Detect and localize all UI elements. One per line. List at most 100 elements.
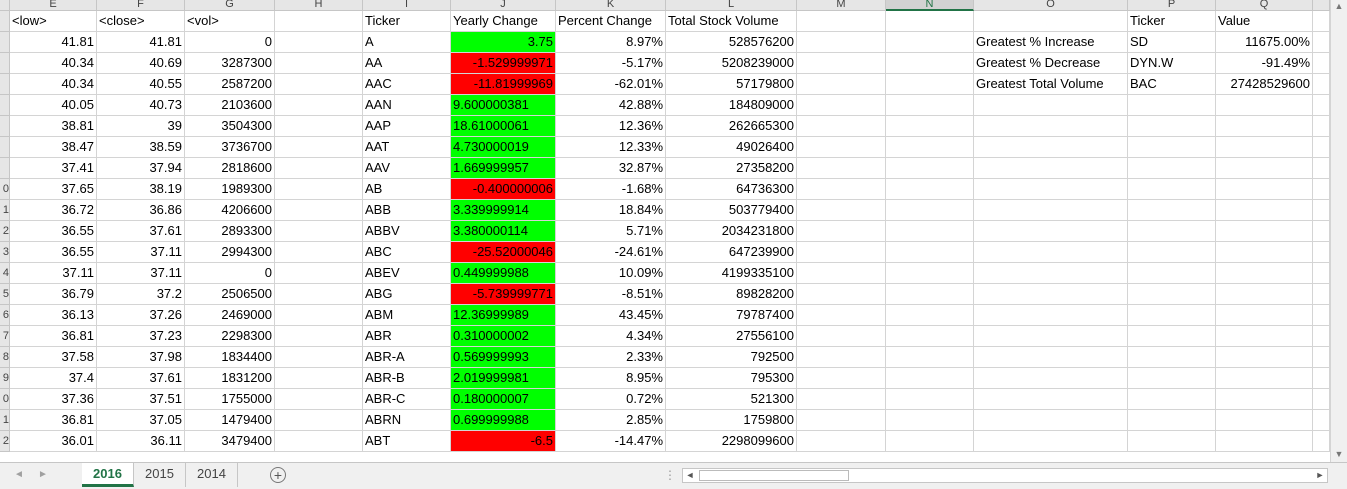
grid-cell[interactable] — [974, 95, 1128, 116]
cell-total-volume[interactable]: 89828200 — [666, 284, 797, 305]
cell-total-volume[interactable]: 79787400 — [666, 305, 797, 326]
grid-cell[interactable] — [275, 389, 363, 410]
grid-cell[interactable] — [1128, 263, 1216, 284]
grid-cell[interactable] — [886, 11, 974, 32]
cell-yearly-change[interactable]: 0.449999988 — [451, 263, 556, 284]
cell-total-volume[interactable]: 1759800 — [666, 410, 797, 431]
cell-vol[interactable]: 2818600 — [185, 158, 275, 179]
cell-total-volume[interactable]: 262665300 — [666, 116, 797, 137]
cell-close[interactable]: 38.59 — [97, 137, 185, 158]
cell-ticker[interactable]: ABR-A — [363, 347, 451, 368]
cell-total-volume[interactable]: 4199335100 — [666, 263, 797, 284]
grid-cell[interactable] — [1216, 389, 1313, 410]
cell-close[interactable]: 40.69 — [97, 53, 185, 74]
cell-total-volume[interactable]: 184809000 — [666, 95, 797, 116]
cell-low[interactable]: 40.34 — [10, 53, 97, 74]
grid-cell[interactable] — [797, 179, 886, 200]
cell-low[interactable]: 37.65 — [10, 179, 97, 200]
cell-low[interactable]: 36.81 — [10, 410, 97, 431]
column-header-k[interactable]: K — [556, 0, 666, 11]
grid-cell[interactable] — [797, 326, 886, 347]
row-header[interactable]: 5 — [0, 284, 10, 305]
cell-close[interactable]: 36.86 — [97, 200, 185, 221]
column-header-p[interactable]: P — [1128, 0, 1216, 11]
cell-yearly-change[interactable]: 12.36999989 — [451, 305, 556, 326]
grid-cell[interactable] — [886, 116, 974, 137]
vertical-scrollbar[interactable]: ▲ ▼ — [1330, 0, 1347, 462]
row-header[interactable]: 0 — [0, 389, 10, 410]
cell-yearly-change[interactable]: 4.730000019 — [451, 137, 556, 158]
cell-close[interactable]: 38.19 — [97, 179, 185, 200]
grid-cell[interactable] — [1216, 116, 1313, 137]
column-header-l[interactable]: L — [666, 0, 797, 11]
grid-cell[interactable] — [1216, 95, 1313, 116]
grid-cell[interactable] — [275, 305, 363, 326]
cell-percent-change[interactable]: 8.95% — [556, 368, 666, 389]
cell-low[interactable]: 40.05 — [10, 95, 97, 116]
cell-vol[interactable]: 2469000 — [185, 305, 275, 326]
grid-cell[interactable] — [275, 74, 363, 95]
column-header-n[interactable]: N — [886, 0, 974, 11]
grid-cell[interactable] — [1313, 284, 1330, 305]
scroll-down-icon[interactable]: ▼ — [1334, 449, 1344, 459]
cell-vol[interactable]: 0 — [185, 263, 275, 284]
grid-cell[interactable] — [1128, 137, 1216, 158]
cell-percent-change[interactable]: 12.36% — [556, 116, 666, 137]
grid-cell[interactable] — [275, 326, 363, 347]
grid-cell[interactable] — [1313, 347, 1330, 368]
grid-cell[interactable] — [1313, 221, 1330, 242]
grid-cell[interactable] — [797, 284, 886, 305]
grid-cell[interactable] — [886, 32, 974, 53]
grid-cell[interactable] — [797, 11, 886, 32]
grid-cell[interactable] — [1128, 221, 1216, 242]
row-header[interactable] — [0, 53, 10, 74]
grid-cell[interactable] — [1313, 116, 1330, 137]
grid-cell[interactable] — [797, 263, 886, 284]
grid-cell[interactable] — [1313, 305, 1330, 326]
row-header[interactable]: 6 — [0, 305, 10, 326]
cell-close[interactable]: 37.51 — [97, 389, 185, 410]
header-vol[interactable]: <vol> — [185, 11, 275, 32]
header-summary-ticker[interactable]: Ticker — [1128, 11, 1216, 32]
row-header[interactable]: 4 — [0, 263, 10, 284]
grid-cell[interactable] — [974, 389, 1128, 410]
header-total-volume[interactable]: Total Stock Volume — [666, 11, 797, 32]
grid-cell[interactable] — [797, 410, 886, 431]
grid-cell[interactable] — [1313, 200, 1330, 221]
cell-total-volume[interactable]: 57179800 — [666, 74, 797, 95]
grid-cell[interactable] — [1313, 431, 1330, 452]
column-header-i[interactable]: I — [363, 0, 451, 11]
grid-cell[interactable] — [275, 95, 363, 116]
grid-cell[interactable] — [974, 263, 1128, 284]
grid-cell[interactable] — [974, 137, 1128, 158]
cell-yearly-change[interactable]: -6.5 — [451, 431, 556, 452]
cell-close[interactable]: 37.23 — [97, 326, 185, 347]
cell-low[interactable]: 40.34 — [10, 74, 97, 95]
cell-yearly-change[interactable]: -5.739999771 — [451, 284, 556, 305]
grid-cell[interactable] — [797, 158, 886, 179]
grid-cell[interactable] — [1128, 242, 1216, 263]
grid-cell[interactable] — [275, 11, 363, 32]
row-header[interactable] — [0, 11, 10, 32]
grid-cell[interactable] — [886, 326, 974, 347]
grid-cell[interactable] — [1128, 326, 1216, 347]
cell-yearly-change[interactable]: -11.81999969 — [451, 74, 556, 95]
row-header[interactable]: 1 — [0, 200, 10, 221]
grid-cell[interactable] — [974, 305, 1128, 326]
grid-cell[interactable] — [1313, 368, 1330, 389]
cell-ticker[interactable]: A — [363, 32, 451, 53]
header-low[interactable]: <low> — [10, 11, 97, 32]
cell-total-volume[interactable]: 49026400 — [666, 137, 797, 158]
row-header[interactable]: 7 — [0, 326, 10, 347]
cell-low[interactable]: 36.13 — [10, 305, 97, 326]
column-header-f[interactable]: F — [97, 0, 185, 11]
cell-low[interactable]: 38.81 — [10, 116, 97, 137]
cell-total-volume[interactable]: 528576200 — [666, 32, 797, 53]
grid-cell[interactable] — [1128, 389, 1216, 410]
grid-cell[interactable] — [1313, 410, 1330, 431]
horizontal-scrollbar[interactable]: ◄ ► — [682, 468, 1328, 483]
grid-cell[interactable] — [974, 410, 1128, 431]
cell-percent-change[interactable]: 42.88% — [556, 95, 666, 116]
grid-cell[interactable] — [886, 263, 974, 284]
grid-cell[interactable] — [275, 158, 363, 179]
